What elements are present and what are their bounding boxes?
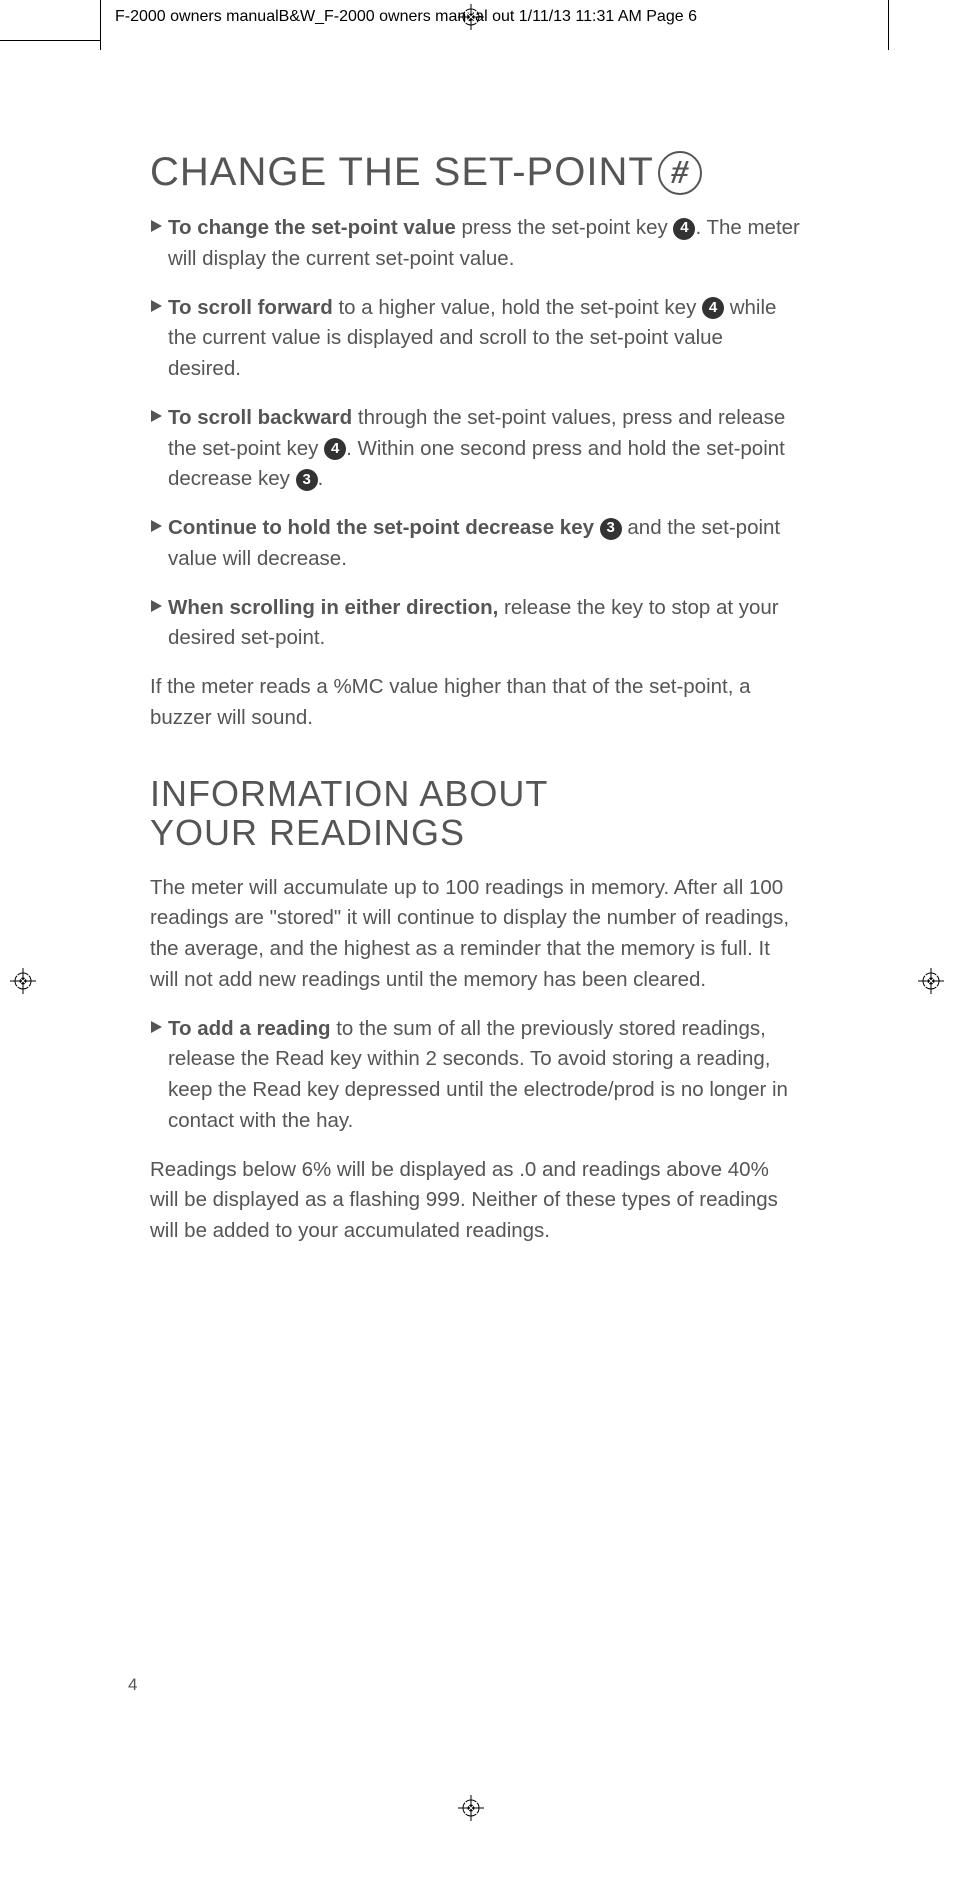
registration-mark-icon — [458, 4, 484, 30]
bold-lead: To change the set-point value — [168, 216, 456, 239]
registration-mark-icon — [918, 968, 944, 994]
crop-mark — [888, 0, 889, 50]
registration-mark-icon — [458, 1795, 484, 1821]
bullet-text: When scrolling in either direction, rele… — [168, 593, 800, 655]
bullet-item: To change the set-point value press the … — [150, 213, 800, 275]
triangle-bullet-icon — [150, 407, 164, 495]
key-number-icon: 4 — [702, 297, 724, 319]
bullet-item: To add a reading to the sum of all the p… — [150, 1014, 800, 1137]
bullet-item: To scroll forward to a higher value, hol… — [150, 293, 800, 385]
key-number-icon: 4 — [324, 438, 346, 460]
crop-mark — [100, 0, 101, 50]
hash-icon: # — [658, 151, 702, 195]
bullet-text: To add a reading to the sum of all the p… — [168, 1014, 800, 1137]
triangle-bullet-icon — [150, 1018, 164, 1137]
registration-mark-icon — [10, 968, 36, 994]
body-paragraph: If the meter reads a %MC value higher th… — [150, 672, 800, 734]
crop-mark — [0, 40, 100, 41]
bold-lead: When scrolling in either direction, — [168, 596, 498, 619]
page-number: 4 — [128, 1675, 137, 1695]
section-title: INFORMATION ABOUT YOUR READINGS — [150, 774, 800, 853]
section-title: CHANGE THE SET-POINT — [150, 150, 654, 195]
bullet-item: To scroll backward through the set-point… — [150, 403, 800, 495]
bullet-item: When scrolling in either direction, rele… — [150, 593, 800, 655]
bullet-item: Continue to hold the set-point decrease … — [150, 513, 800, 575]
bullet-text: Continue to hold the set-point decrease … — [168, 513, 800, 575]
key-number-icon: 3 — [600, 518, 622, 540]
key-number-icon: 3 — [296, 469, 318, 491]
triangle-bullet-icon — [150, 517, 164, 575]
triangle-bullet-icon — [150, 597, 164, 655]
triangle-bullet-icon — [150, 297, 164, 385]
body-paragraph: The meter will accumulate up to 100 read… — [150, 873, 800, 996]
triangle-bullet-icon — [150, 217, 164, 275]
bullet-text: To scroll forward to a higher value, hol… — [168, 293, 800, 385]
bold-lead: To scroll forward — [168, 296, 333, 319]
bold-lead: To add a reading — [168, 1017, 331, 1040]
bullet-text: To change the set-point value press the … — [168, 213, 800, 275]
bullet-text: To scroll backward through the set-point… — [168, 403, 800, 495]
body-paragraph: Readings below 6% will be displayed as .… — [150, 1155, 800, 1247]
title-row: CHANGE THE SET-POINT # — [150, 150, 800, 195]
key-number-icon: 4 — [673, 218, 695, 240]
bold-lead: To scroll backward — [168, 406, 358, 429]
page-content: CHANGE THE SET-POINT # To change the set… — [150, 150, 800, 1265]
bold-lead: Continue to hold the set-point decrease … — [168, 516, 600, 539]
print-header: F-2000 owners manualB&W_F-2000 owners ma… — [115, 8, 697, 26]
